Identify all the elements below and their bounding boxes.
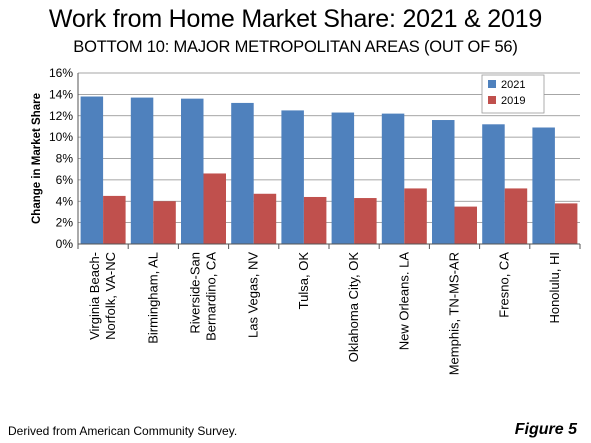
x-tick-label: Fresno, CA: [497, 252, 512, 318]
bar-2021: [432, 120, 455, 244]
bar-2019: [454, 206, 477, 244]
x-tick-label: Virginia Beach-: [87, 252, 102, 340]
bar-2021: [281, 110, 304, 244]
x-tick-label: Las Vegas, NV: [246, 252, 261, 338]
x-tick-label: Tulsa, OK: [296, 252, 311, 310]
legend-label-2021: 2021: [501, 79, 525, 91]
bar-2019: [103, 195, 126, 244]
bar-2019: [504, 188, 528, 244]
x-tick-label: Norfolk, VA-NC: [103, 252, 118, 340]
chart-subtitle: BOTTOM 10: MAJOR METROPOLITAN AREAS (OUT…: [73, 38, 518, 56]
bar-2021: [381, 113, 405, 244]
y-tick-label: 14%: [49, 87, 73, 101]
legend-swatch-2021: [488, 80, 496, 88]
y-tick-label: 12%: [49, 109, 73, 123]
chart-title: Work from Home Market Share: 2021 & 2019: [48, 5, 543, 33]
y-tick-label: 6%: [56, 173, 74, 187]
bar-2019: [303, 196, 327, 244]
bar-2019: [253, 193, 277, 244]
x-tick-label: Birmingham, AL: [145, 252, 160, 344]
figure-label: Figure 5: [514, 421, 577, 438]
y-tick-label: 8%: [56, 152, 74, 166]
y-tick-label: 0%: [56, 237, 74, 251]
bar-2021: [482, 124, 505, 244]
y-tick-label: 4%: [56, 194, 74, 208]
x-tick-label: Bernardino, CA: [204, 252, 219, 341]
legend-label-2019: 2019: [501, 95, 525, 107]
bar-2021: [331, 112, 355, 244]
y-tick-label: 10%: [49, 130, 73, 144]
bar-2021: [181, 98, 204, 245]
bar-2019: [153, 201, 176, 244]
bar-2019: [554, 203, 578, 244]
bar-2019: [354, 198, 377, 244]
x-tick-label: Oklahoma City, OK: [346, 252, 361, 363]
bar-2019: [203, 173, 226, 244]
x-tick-label: Honolulu, HI: [547, 252, 562, 324]
bar-2019: [404, 188, 427, 244]
y-tick-label: 16%: [49, 66, 73, 80]
y-axis-label: Change in Market Share: [31, 93, 43, 224]
source-note: Derived from American Community Survey.: [8, 424, 238, 438]
x-tick-label: Memphis, TN-MS-AR: [447, 252, 462, 375]
x-tick-label: New Orleans. LA: [396, 252, 411, 351]
y-tick-label: 2%: [56, 216, 74, 230]
bar-2021: [231, 102, 254, 244]
legend-swatch-2019: [488, 96, 496, 104]
bar-2021: [80, 96, 104, 244]
x-tick-label: Riverside-San: [188, 252, 203, 334]
bar-2021: [532, 127, 555, 244]
bar-2021: [130, 97, 154, 244]
